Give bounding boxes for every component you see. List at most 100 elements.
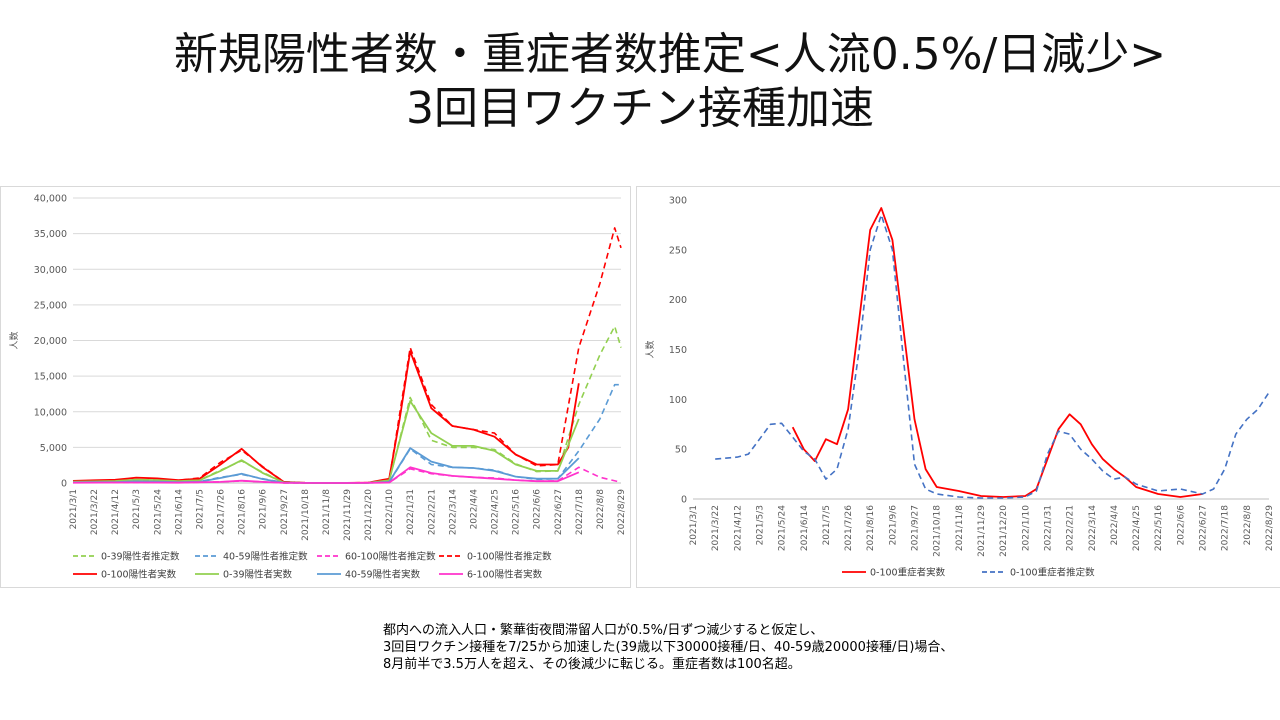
series-line [72,466,580,484]
note-line-3: 8月前半で3.5万人を超え、その後減少に転じる。重症者数は100名超。 [383,657,801,672]
series-line [72,227,622,484]
note-line-1: 都内への流入人口・繁華街夜間滞留人口が0.5%/日ずつ減少すると仮定し、 [383,623,824,638]
positive-cases-chart-panel: 0 5,000 10,000 15,000 20,000 25,000 30,000 35,0… [0,186,631,588]
y-tick-label: 0 [61,479,67,490]
x-tick-label: 2022/3/14 [448,489,458,535]
x-tick-label: 2022/3/14 [1088,505,1098,551]
x-tick-label: 2021/11/8 [955,505,965,551]
x-tick-label: 2021/9/27 [911,505,921,551]
y-tick-label: 15,000 [34,372,67,383]
y-tick-label: 25,000 [34,300,67,311]
x-tick-label: 2021/5/3 [755,505,765,545]
x-tick-label: 2022/6/6 [1176,505,1186,546]
x-tick-label: 2021/11/8 [322,489,332,535]
x-tick-label: 2022/2/21 [1066,505,1076,551]
x-tick-label: 2021/11/29 [977,505,987,557]
x-tick-label: 2021/9/6 [888,505,898,546]
y-tick-label: 300 [669,196,687,207]
legend-entry: 0-100重症者実数 [870,567,946,579]
x-tick-label: 2022/4/4 [469,489,479,530]
x-tick-label: 2022/1/31 [1043,505,1053,551]
series-line [72,383,621,484]
series-line [72,325,622,484]
title-line-1: 新規陽性者数・重症者数推定<人流0.5%/日減少> [173,29,1167,80]
x-tick-label: 2021/7/5 [195,489,205,529]
severe-cases-chart-panel: 0 50 100 150 200 250 300 2021/3/1 2021/3/22 2021/… [636,186,1280,588]
y-tick-label: 200 [669,295,687,306]
x-tick-label: 2022/2/21 [427,489,437,535]
x-tick-label: 2022/5/16 [512,489,522,535]
legend-entry: 0-100重症者推定数 [1010,567,1095,579]
x-tick-label: 2021/12/20 [364,489,374,541]
x-tick-label: 2021/4/12 [111,489,121,535]
x-tick-label: 2022/1/10 [385,489,395,535]
x-tick-label: 2021/9/27 [280,489,290,535]
legend-entry: 60-100陽性者推定数 [345,551,436,563]
x-tick-label: 2022/1/10 [1021,505,1031,551]
series-line [791,207,1203,498]
x-tick-label: 2022/6/27 [1199,505,1209,551]
x-tick-label: 2022/8/29 [617,489,627,535]
positive-cases-chart: 0 5,000 10,000 15,000 20,000 25,000 30,000 35,0… [8,194,627,581]
x-tick-label: 2022/4/25 [1132,505,1142,551]
legend-entry: 40-59陽性者推定数 [223,551,308,563]
y-axis-label: 人数 [644,340,656,358]
y-tick-label: 0 [681,495,687,506]
severe-cases-chart: 0 50 100 150 200 250 300 2021/3/1 2021/3/22 2021/… [644,196,1275,579]
x-tick-label: 2022/1/31 [406,489,416,535]
note-line-2: 3回目ワクチン接種を7/25から加速した(39歳以下30000接種/日、40-5… [383,640,954,655]
x-tick-label: 2022/4/4 [1110,505,1120,546]
y-tick-label: 150 [669,345,687,356]
x-tick-label: 2021/8/16 [866,505,876,551]
series-line [72,350,580,484]
x-tick-label: 2021/5/24 [778,505,788,551]
x-tick-label: 2021/6/14 [800,505,810,551]
y-tick-label: 40,000 [34,194,67,205]
x-tick-label: 2021/3/1 [69,489,79,529]
legend-entry: 40-59陽性者実数 [345,569,421,581]
x-tick-label: 2021/5/24 [153,489,163,535]
y-tick-label: 10,000 [34,407,67,418]
y-tick-label: 50 [675,445,687,456]
x-tick-label: 2022/8/8 [1243,505,1253,546]
x-tick-label: 2021/3/22 [90,489,100,535]
y-tick-label: 5,000 [40,443,67,454]
legend-entry: 0-100陽性者推定数 [467,551,552,563]
x-tick-label: 2022/7/18 [575,489,585,535]
x-tick-label: 2022/8/8 [596,489,606,530]
x-tick-label: 2021/7/26 [844,505,854,551]
x-tick-label: 2021/5/3 [132,489,142,529]
x-tick-label: 2022/7/18 [1221,505,1231,551]
x-tick-label: 2021/3/1 [689,505,699,545]
x-tick-label: 2021/6/14 [174,489,184,535]
x-tick-label: 2022/8/29 [1265,505,1275,551]
y-tick-label: 250 [669,245,687,256]
explanation-note: 都内への流入人口・繁華街夜間滞留人口が0.5%/日ずつ減少すると仮定し、 3回目… [383,622,1083,673]
x-tick-label: 2021/9/6 [259,489,269,530]
x-tick-label: 2021/8/16 [238,489,248,535]
page-title: 新規陽性者数・重症者数推定<人流0.5%/日減少> 3回目ワクチン接種加速 [0,28,1280,136]
x-tick-label: 2021/12/20 [999,505,1009,557]
x-tick-label: 2021/10/18 [933,505,943,557]
legend-entry: 0-100陽性者実数 [101,569,177,581]
y-axis-label: 人数 [8,331,20,349]
x-tick-label: 2021/4/12 [733,505,743,551]
x-tick-label: 2022/4/25 [491,489,501,535]
x-tick-label: 2022/6/27 [554,489,564,535]
y-tick-label: 30,000 [34,265,67,276]
x-tick-label: 2021/11/29 [343,489,353,541]
x-tick-label: 2021/7/5 [822,505,832,545]
y-tick-label: 35,000 [34,229,67,240]
x-tick-label: 2022/6/6 [533,489,543,530]
title-line-2: 3回目ワクチン接種加速 [406,83,874,134]
x-tick-label: 2021/10/18 [301,489,311,541]
legend-entry: 6-100陽性者実数 [467,569,543,581]
y-tick-label: 100 [669,395,687,406]
legend-entry: 0-39陽性者実数 [223,569,293,581]
x-tick-label: 2022/5/16 [1154,505,1164,551]
x-tick-label: 2021/3/22 [711,505,721,551]
series-line [715,214,1270,499]
y-tick-label: 20,000 [34,336,67,347]
x-tick-label: 2021/7/26 [217,489,227,535]
legend-entry: 0-39陽性者推定数 [101,551,180,563]
